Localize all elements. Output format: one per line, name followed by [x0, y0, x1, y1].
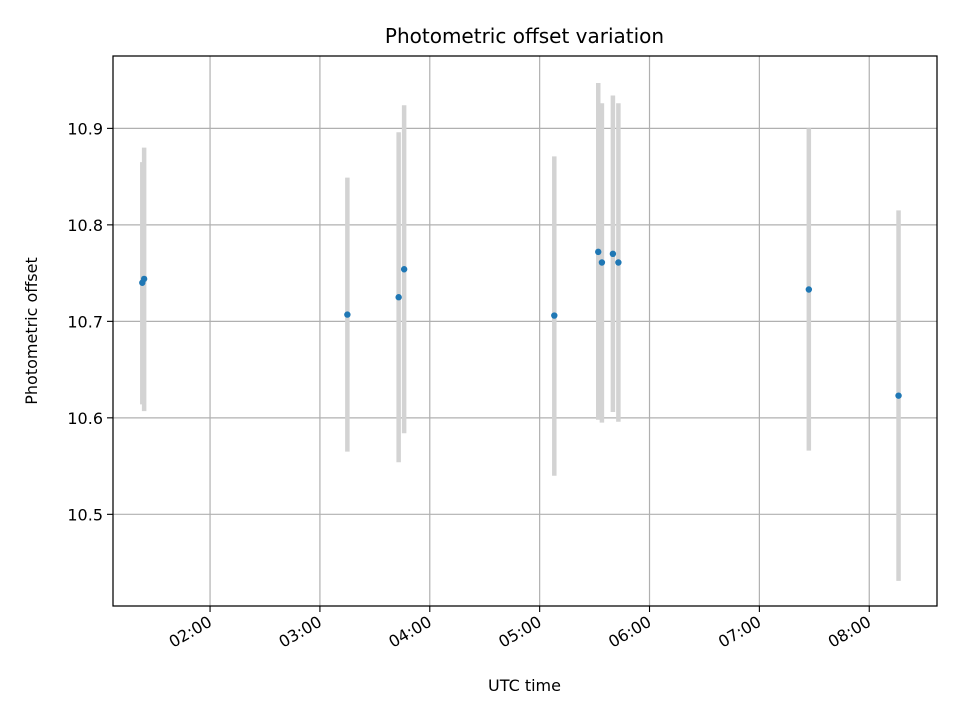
data-point: [615, 259, 622, 266]
data-point: [400, 266, 408, 273]
data-point: [595, 248, 602, 256]
y-tick-label: 10.9: [67, 119, 103, 138]
y-tick-label: 10.5: [67, 505, 103, 524]
data-points: [139, 248, 902, 399]
y-axis-label: Photometric offset: [22, 257, 41, 405]
data-point: [895, 392, 902, 399]
y-tick-label: 10.6: [67, 409, 103, 428]
grid: [113, 56, 937, 606]
data-point: [140, 275, 148, 283]
y-tick-label: 10.7: [67, 312, 103, 331]
plot-frame: [112, 55, 938, 607]
data-point: [344, 311, 351, 318]
data-point: [609, 250, 617, 258]
y-tick-label: 10.8: [67, 216, 103, 235]
data-point: [395, 294, 402, 301]
chart-title: Photometric offset variation: [385, 24, 664, 48]
x-axis-label: UTC time: [488, 676, 561, 695]
data-point: [805, 286, 813, 293]
data-point: [551, 312, 558, 319]
y-axis-ticks: 10.5 10.6 10.7 10.8 10.9: [67, 119, 113, 524]
data-point: [598, 259, 606, 266]
